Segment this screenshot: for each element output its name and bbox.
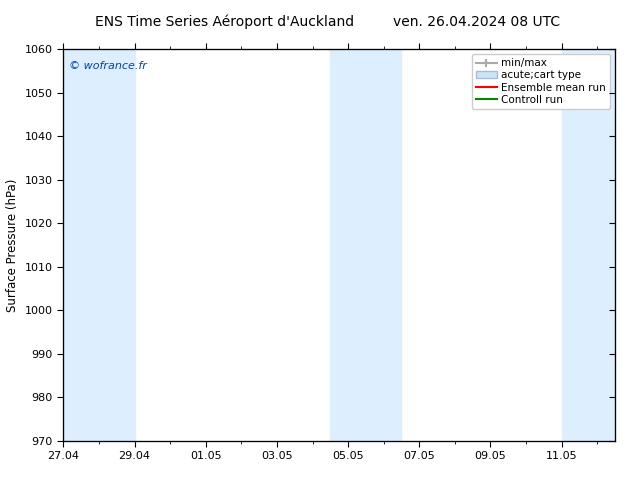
- Y-axis label: Surface Pressure (hPa): Surface Pressure (hPa): [6, 178, 19, 312]
- Text: ENS Time Series Aéroport d'Auckland: ENS Time Series Aéroport d'Auckland: [95, 15, 354, 29]
- Text: ven. 26.04.2024 08 UTC: ven. 26.04.2024 08 UTC: [393, 15, 560, 29]
- Bar: [562, 49, 615, 441]
- Text: © wofrance.fr: © wofrance.fr: [69, 61, 147, 71]
- Legend: min/max, acute;cart type, Ensemble mean run, Controll run: min/max, acute;cart type, Ensemble mean …: [472, 54, 610, 109]
- Bar: [330, 49, 401, 441]
- Bar: [63, 49, 134, 441]
